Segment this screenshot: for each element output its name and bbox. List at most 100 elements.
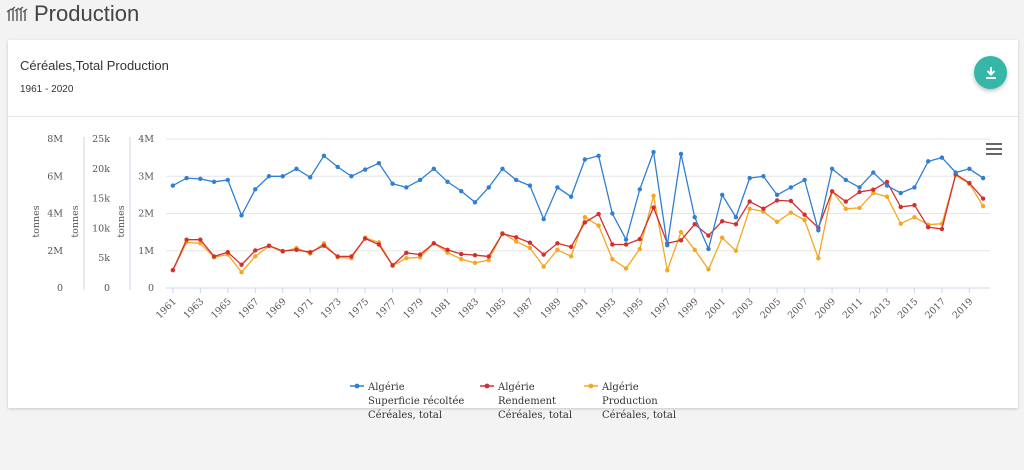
data-point	[308, 250, 313, 255]
data-point	[198, 176, 203, 182]
legend-symbol-dot	[588, 383, 594, 389]
data-point	[486, 185, 491, 190]
data-point	[651, 205, 656, 210]
data-point	[692, 222, 697, 227]
data-point	[527, 183, 533, 188]
data-point	[541, 216, 546, 222]
data-point	[953, 170, 958, 175]
chart-title: Céréales,Total Production	[20, 58, 169, 73]
data-point	[623, 266, 629, 271]
x-tick-label: 1977	[374, 296, 399, 321]
data-point	[610, 211, 615, 216]
data-point	[871, 170, 876, 175]
data-point	[568, 194, 574, 199]
data-point	[610, 256, 615, 262]
data-point	[198, 241, 203, 246]
data-point	[788, 185, 794, 190]
data-point	[623, 242, 629, 247]
hamburger-menu-icon[interactable]	[986, 143, 1002, 155]
y-axis-title: tonnes	[116, 205, 127, 237]
y-tick-label: 8M	[47, 134, 63, 145]
data-point	[665, 268, 670, 273]
x-tick-label: 1971	[291, 296, 316, 321]
y-tick-label: 1M	[138, 246, 154, 257]
x-tick-label: 2011	[841, 296, 866, 321]
data-point	[596, 223, 601, 228]
data-point	[555, 241, 560, 246]
data-point	[362, 236, 368, 241]
x-tick-label: 1961	[154, 296, 179, 321]
series-line	[172, 173, 984, 271]
data-point	[884, 194, 890, 199]
data-point	[390, 181, 395, 186]
data-point	[582, 215, 588, 220]
data-point	[417, 252, 423, 257]
data-point	[294, 247, 299, 253]
data-point	[843, 206, 848, 212]
data-point	[857, 185, 862, 190]
data-point	[843, 177, 848, 183]
x-tick-label: 1989	[539, 296, 564, 321]
data-point	[459, 256, 464, 262]
data-point	[761, 206, 766, 211]
legend-symbol-dot	[354, 383, 360, 389]
x-tick-label: 1985	[484, 296, 509, 321]
data-point	[253, 187, 258, 192]
data-point	[980, 175, 986, 181]
data-point	[857, 189, 862, 195]
data-point	[527, 245, 533, 251]
data-point	[816, 256, 821, 261]
data-point	[253, 248, 258, 253]
download-icon	[985, 66, 996, 79]
data-point	[926, 159, 931, 164]
y-tick-label: 6M	[47, 171, 63, 182]
x-tick-label: 1983	[456, 296, 481, 321]
data-point	[788, 198, 794, 204]
x-tick-label: 1981	[429, 296, 454, 321]
data-point	[706, 233, 711, 238]
data-point	[472, 260, 478, 266]
legend-label: Rendement	[498, 396, 556, 407]
data-point	[898, 221, 903, 226]
data-point	[568, 244, 574, 250]
download-button[interactable]	[974, 56, 1007, 89]
legend-label: Algérie	[601, 382, 639, 393]
data-point	[514, 177, 519, 183]
legend-label: Céréales, total	[602, 410, 676, 421]
data-point	[720, 219, 725, 224]
data-point	[665, 242, 670, 248]
data-point	[637, 246, 642, 252]
data-point	[747, 175, 752, 181]
data-point	[376, 242, 382, 247]
data-point	[871, 190, 876, 196]
data-point	[376, 161, 382, 166]
x-tick-label: 1979	[401, 296, 426, 321]
x-tick-label: 1975	[346, 296, 371, 321]
data-point	[912, 185, 917, 190]
page-header: Production	[6, 0, 139, 28]
data-point	[596, 211, 601, 217]
chart-year-range: 1961 - 2020	[20, 84, 74, 95]
data-point	[459, 251, 464, 257]
y-tick-label: 3M	[138, 171, 154, 182]
data-point	[733, 248, 739, 253]
data-point	[706, 267, 711, 272]
x-tick-label: 2019	[951, 296, 976, 321]
data-point	[404, 256, 409, 261]
card-divider	[8, 116, 1018, 117]
data-point	[761, 174, 766, 179]
data-point	[239, 269, 244, 275]
data-point	[898, 190, 903, 196]
data-point	[225, 250, 230, 255]
data-point	[280, 174, 285, 179]
data-point	[486, 257, 491, 263]
data-point	[362, 167, 368, 172]
x-tick-label: 1997	[649, 296, 674, 321]
x-tick-label: 2013	[868, 296, 893, 321]
y-tick-label: 0	[148, 283, 154, 294]
data-point	[747, 206, 752, 212]
data-point	[211, 254, 217, 259]
data-point	[720, 235, 725, 240]
data-point	[266, 243, 272, 248]
legend-label: Production	[602, 396, 658, 407]
